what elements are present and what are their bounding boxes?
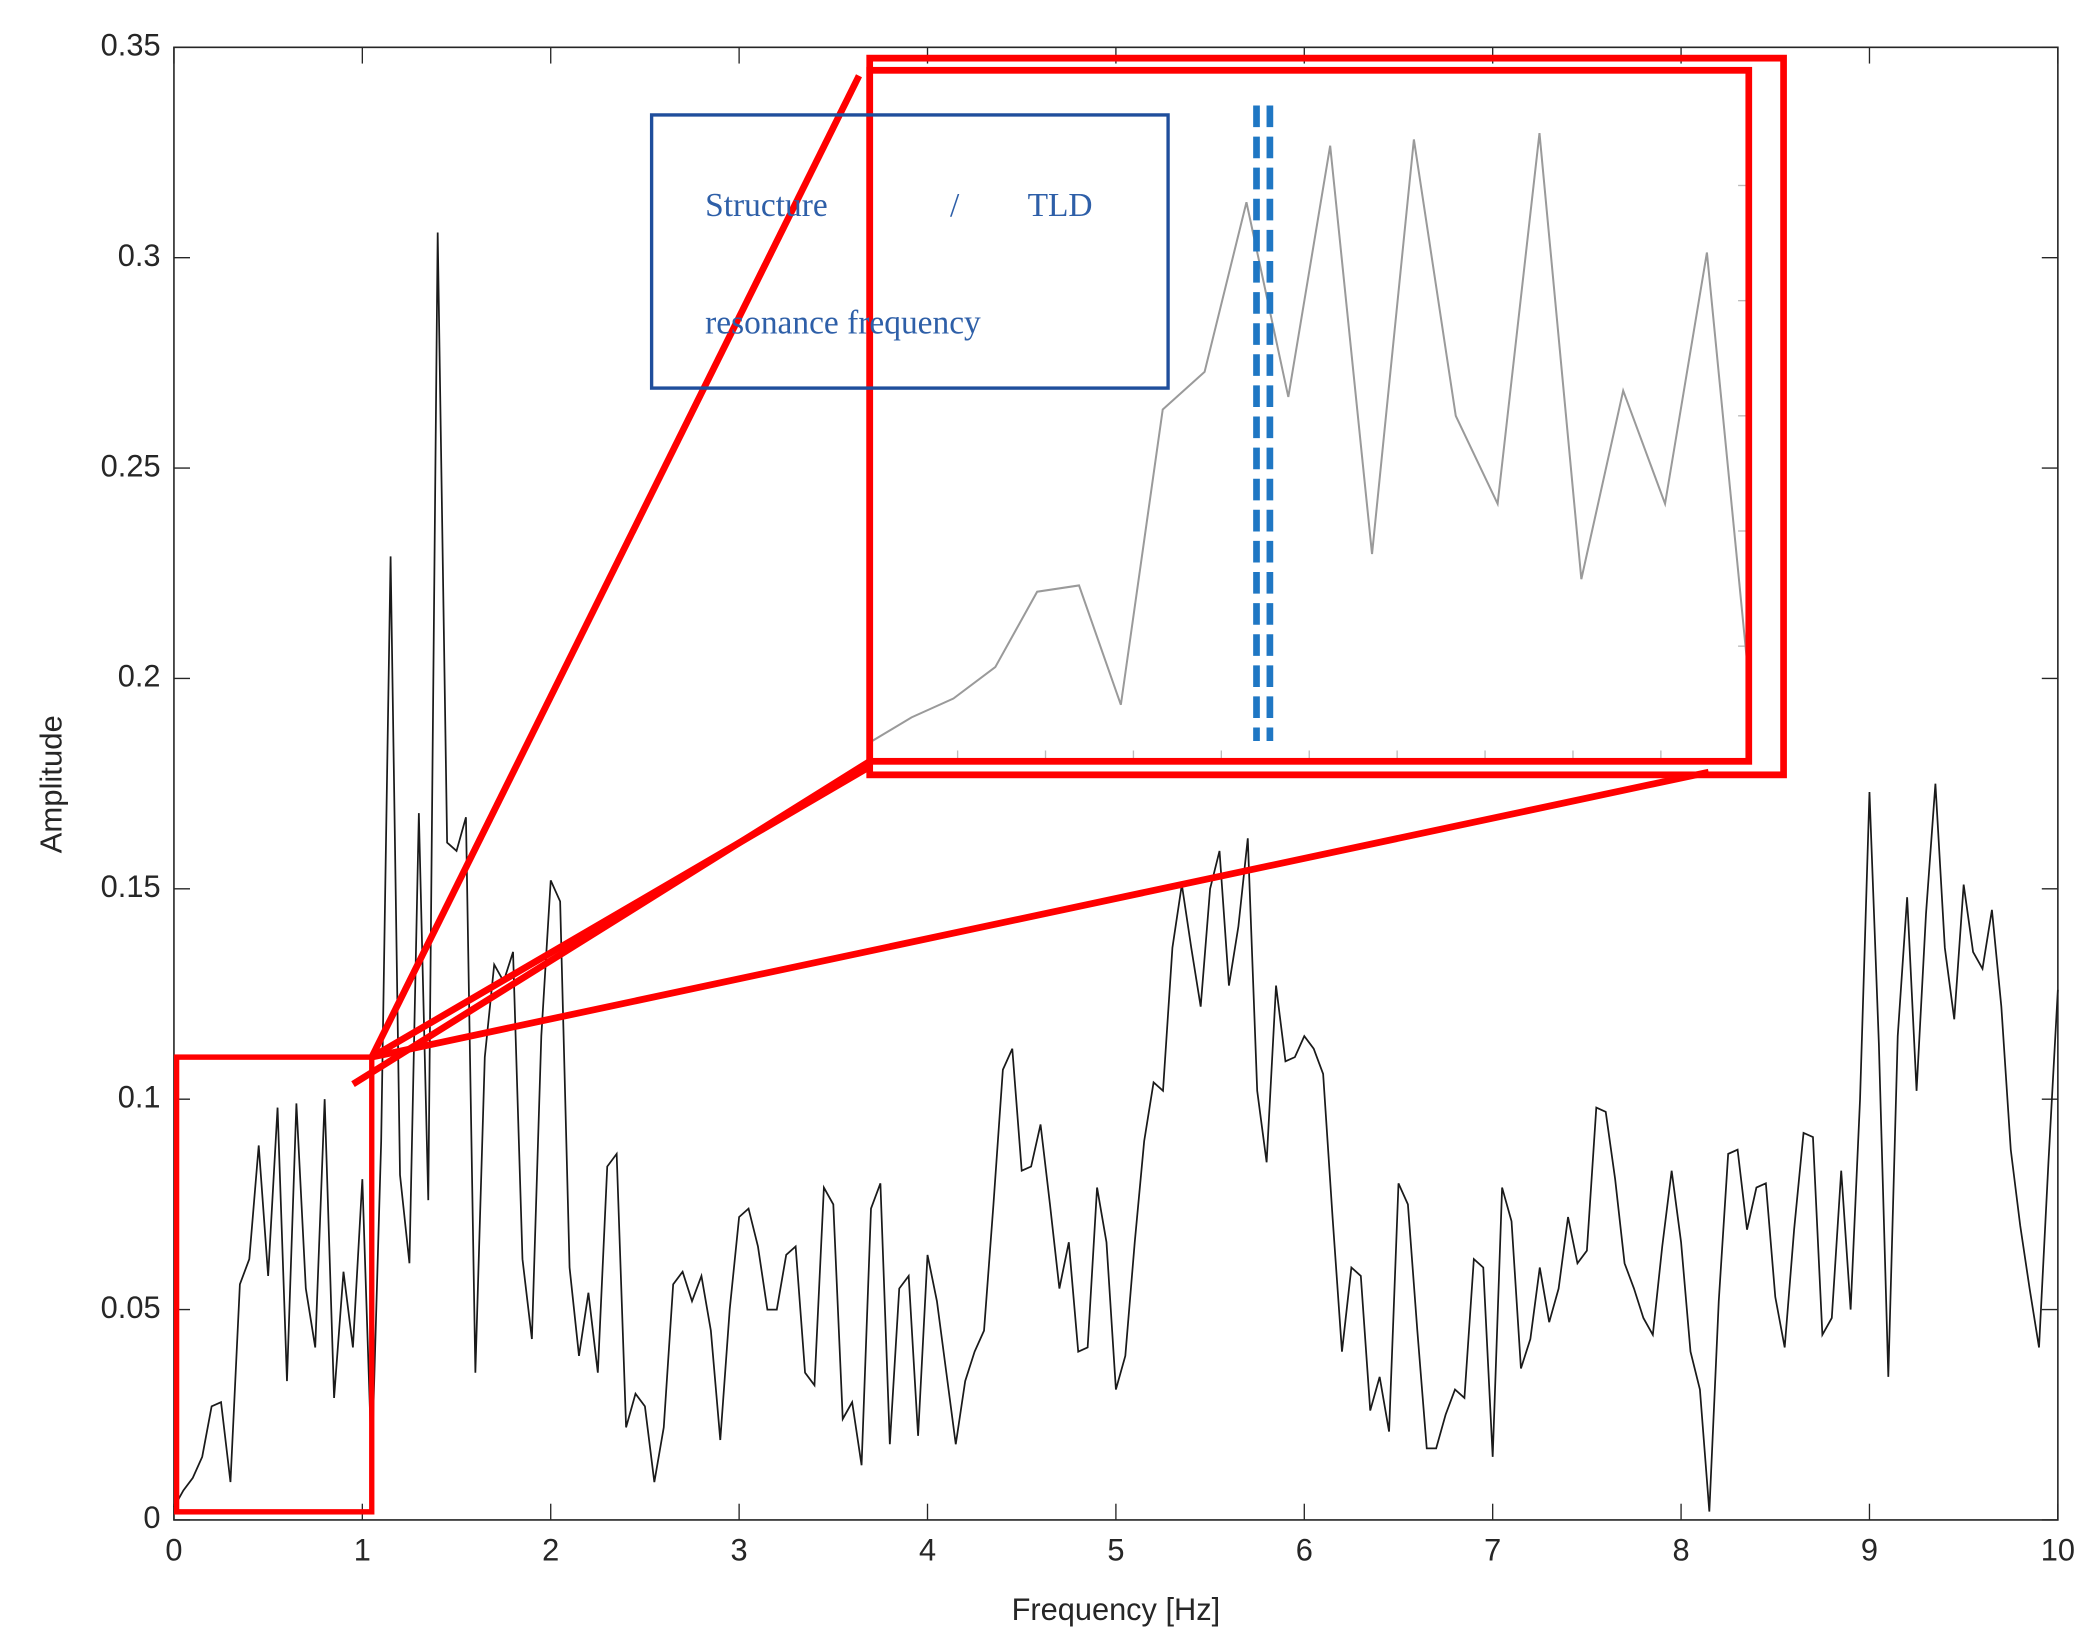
x-tick-label: 10 <box>2041 1532 2075 1567</box>
inset-outer-frame <box>866 54 1787 779</box>
annotation-box <box>649 113 1170 390</box>
x-tick-label: 0 <box>165 1532 182 1567</box>
y-tick-label: 0.3 <box>118 238 161 273</box>
y-axis-label: Amplitude <box>34 715 69 853</box>
x-tick-label: 2 <box>542 1532 559 1567</box>
y-tick-label: 0.35 <box>101 27 161 62</box>
annotation-text: resonance frequency <box>705 305 981 342</box>
x-tick-label: 7 <box>1484 1532 1501 1567</box>
zoom-box <box>173 1054 375 1515</box>
x-tick-label: 1 <box>354 1532 371 1567</box>
x-tick-label: 5 <box>1107 1532 1124 1567</box>
x-tick-label: 3 <box>731 1532 748 1567</box>
y-tick-label: 0 <box>143 1500 160 1535</box>
annotation-text: / <box>950 187 960 224</box>
zoom-connector <box>370 763 872 1061</box>
annotation-text: TLD <box>1028 187 1093 224</box>
y-tick-label: 0.15 <box>101 869 161 904</box>
y-tick-label: 0.05 <box>101 1290 161 1325</box>
y-tick-label: 0.25 <box>101 448 161 483</box>
y-tick-label: 0.2 <box>118 659 161 694</box>
x-axis-label: Frequency [Hz] <box>1012 1592 1221 1627</box>
inset-background <box>869 70 1749 762</box>
y-tick-label: 0.1 <box>118 1079 161 1114</box>
x-tick-label: 8 <box>1673 1532 1690 1567</box>
annotation-text: Structure <box>705 187 828 224</box>
x-tick-label: 6 <box>1296 1532 1313 1567</box>
zoom-connector <box>368 74 862 1059</box>
zoom-connector <box>371 768 1710 1061</box>
data-line <box>173 232 2059 1512</box>
x-tick-label: 9 <box>1861 1532 1878 1567</box>
x-tick-label: 4 <box>919 1532 936 1567</box>
